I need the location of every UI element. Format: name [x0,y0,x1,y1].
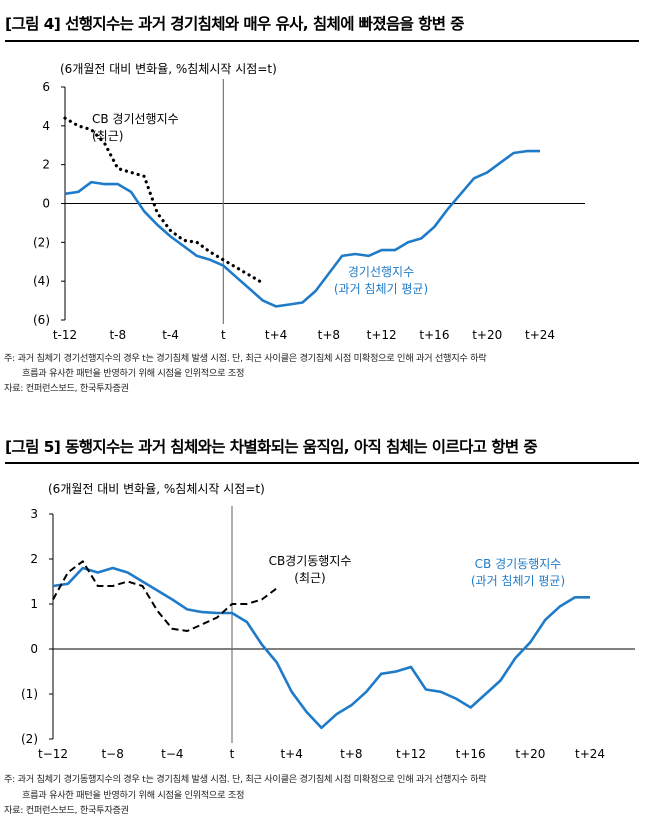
y-tick-label: 6 [42,80,50,94]
series-label-1: CB경기동행지수 [269,553,352,568]
x-tick-label: t+20 [472,328,502,342]
series-label-0: (과거 침체기 평균) [334,282,428,296]
figure-4: [그림 4] 선행지수는 과거 경기침체와 매우 유사, 침체에 빠졌음을 항변… [0,0,647,410]
y-tick-label: (4) [33,274,50,288]
figure-4-note-1: 주: 과거 침체기 경기선행지수의 경우 t는 경기침체 발생 시점. 단, 최… [4,353,487,364]
y-tick-label: 0 [30,642,38,656]
figure-4-title: [그림 4] 선행지수는 과거 경기침체와 매우 유사, 침체에 빠졌음을 항변… [5,15,464,33]
y-tick-label: (2) [33,235,50,249]
x-tick-label: t−8 [101,747,123,761]
series-label-1: CB 경기선행지수 [92,111,179,126]
series-label-1: (최근) [92,129,123,143]
y-tick-label: (1) [21,687,38,701]
series-label-0: CB 경기동행지수 [475,556,562,571]
y-tick-label: 1 [30,597,38,611]
x-tick-label: t+16 [419,328,449,342]
y-tick-label: (2) [21,732,38,746]
x-tick-label: t+20 [515,747,545,761]
x-tick-label: t+24 [575,747,605,761]
x-tick-label: t+8 [340,747,362,761]
series-line-0 [52,566,590,730]
figure-5-title-rule [5,462,639,464]
x-tick-label: t-12 [53,328,77,342]
y-tick-label: 2 [42,158,50,172]
x-tick-label: t [221,328,226,342]
y-tick-label: 2 [30,552,38,566]
unit-label: (6개월전 대비 변화율, %침체시작 시점=t) [48,482,265,496]
series-line-0 [64,149,540,308]
series-label-1: (최근) [294,571,325,585]
figure-5-note-2: 흐름과 유사한 패턴을 반영하기 위해 시점을 인위적으로 조정 [22,790,245,801]
series-line-1 [52,560,278,632]
x-tick-label: t+8 [318,328,340,342]
unit-label: (6개월전 대비 변화율, %침체시작 시점=t) [60,62,277,76]
x-tick-label: t+16 [456,747,486,761]
x-tick-label: t+24 [525,328,555,342]
figure-4-chart: (6개월전 대비 변화율, %침체시작 시점=t)6420(2)(4)(6)t-… [33,62,585,342]
x-tick-label: t-4 [162,328,179,342]
y-tick-label: (6) [33,313,50,327]
x-tick-label: t-8 [109,328,126,342]
figure-4-title-rule [5,40,639,42]
x-tick-label: t+12 [367,328,397,342]
figure-5-title: [그림 5] 동행지수는 과거 침체와는 차별화되는 움직임, 아직 침체는 이… [5,438,538,456]
x-tick-label: t [230,747,235,761]
series-line-1 [63,116,265,285]
figure-4-source: 자료: 컨퍼런스보드, 한국투자증권 [4,383,129,394]
y-tick-label: 4 [42,119,50,133]
x-tick-label: t−12 [38,747,68,761]
series-label-0: 경기선행지수 [348,264,414,279]
figure-5-chart: (6개월전 대비 변화율, %침체시작 시점=t) 3 2 1 0 (1) (2)t−12 t… [21,482,635,761]
x-tick-label: t+12 [396,747,426,761]
y-tick-label: 3 [30,507,38,521]
x-tick-label: t+4 [265,328,287,342]
figure-5-note-1: 주: 과거 침체기 경기동행지수의 경우 t는 경기침체 발생 시점. 단, 최… [4,774,487,785]
y-tick-label: 0 [42,197,50,211]
x-tick-label: t+4 [280,747,302,761]
series-label-0: (과거 침체기 평균) [471,574,565,588]
x-tick-label: t−4 [161,747,183,761]
figure-4-note-2: 흐름과 유사한 패턴을 반영하기 위해 시점을 인위적으로 조정 [22,368,245,379]
figure-5-source: 자료: 컨퍼런스보드, 한국투자증권 [4,805,129,816]
